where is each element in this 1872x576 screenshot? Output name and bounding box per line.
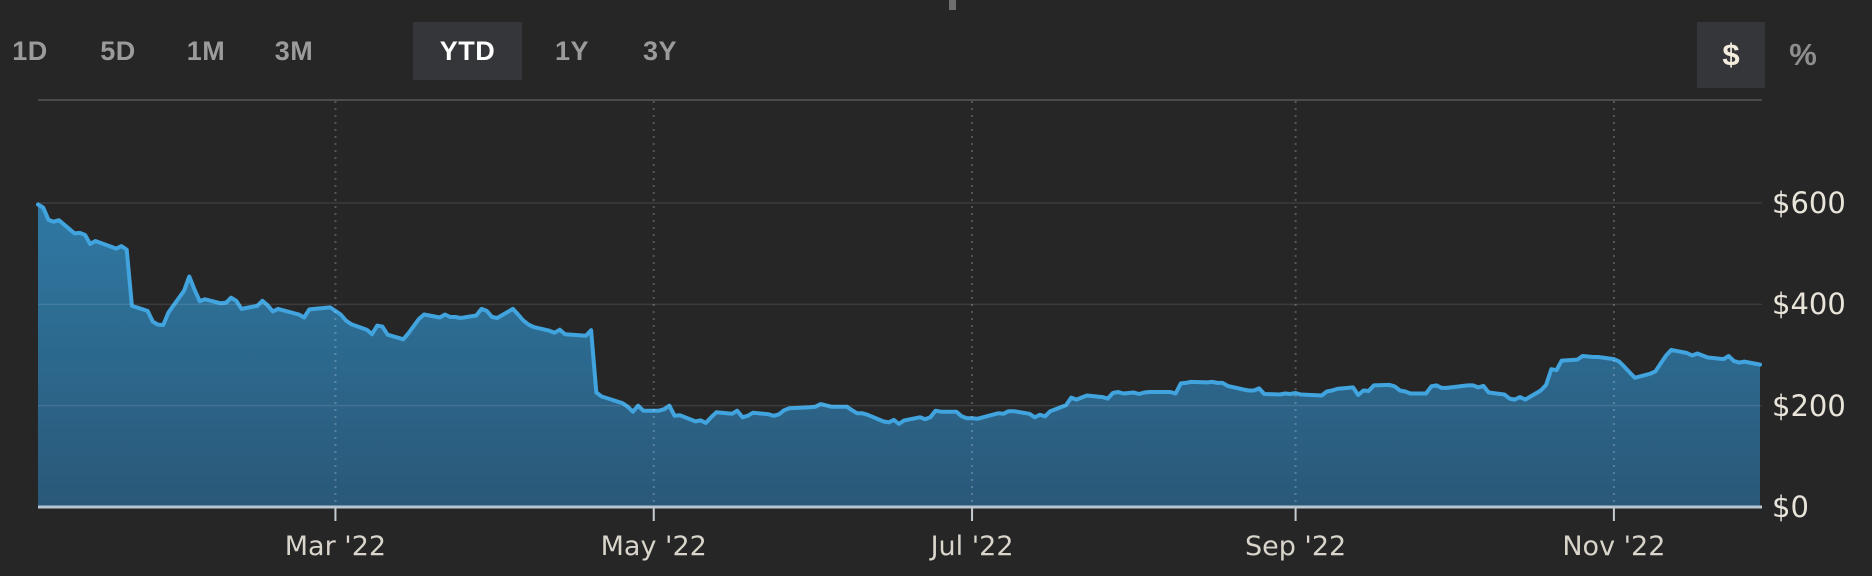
percent-toggle-button[interactable]: % — [1789, 37, 1817, 72]
range-button-3m[interactable]: 3M — [274, 35, 314, 66]
top-edge-artifact — [949, 0, 956, 10]
chart-area-fill — [38, 204, 1760, 507]
range-button-3y[interactable]: 3Y — [642, 35, 678, 66]
range-button-ytd[interactable]: YTD — [413, 22, 522, 80]
range-button-1d[interactable]: 1D — [12, 35, 48, 66]
y-axis-label-0: $0 — [1772, 490, 1809, 524]
chart-price-line — [36, 202, 1762, 426]
y-axis-label-400: $400 — [1772, 287, 1846, 322]
range-button-5d[interactable]: 5D — [100, 35, 136, 66]
y-axis-label-200: $200 — [1772, 388, 1846, 423]
range-button-1m[interactable]: 1M — [186, 35, 226, 66]
dollar-toggle-button[interactable]: $ — [1697, 22, 1765, 88]
x-axis-label-jul: Jul '22 — [930, 531, 1014, 562]
y-axis-label-600: $600 — [1772, 186, 1846, 220]
x-axis-label-mar: Mar '22 — [284, 531, 387, 562]
x-axis-label-may: May '22 — [600, 531, 707, 562]
x-axis-label-nov: Nov '22 — [1562, 531, 1666, 562]
range-button-1y[interactable]: 1Y — [554, 35, 590, 66]
x-axis-label-sep: Sep '22 — [1244, 531, 1347, 562]
